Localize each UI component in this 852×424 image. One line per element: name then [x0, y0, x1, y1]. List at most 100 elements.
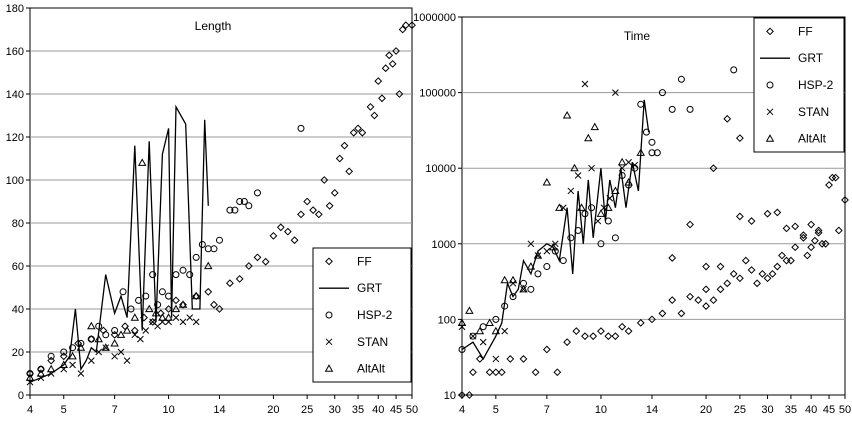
data-point: [492, 355, 500, 363]
data-point: [26, 370, 34, 377]
data-point: [253, 189, 261, 197]
data-point: [68, 351, 77, 360]
data-point: [154, 301, 162, 309]
x-tick-label: 4: [459, 404, 465, 416]
data-point: [653, 149, 661, 157]
data-point: [479, 338, 487, 346]
x-tick-label: 14: [646, 404, 658, 416]
data-point: [74, 339, 83, 348]
data-point: [716, 285, 725, 294]
data-point: [597, 327, 605, 336]
legend-label: HSP-2: [798, 78, 834, 92]
y-tick-label: 100000: [419, 88, 456, 100]
data-point: [618, 322, 627, 331]
data-point: [457, 318, 467, 326]
data-point: [144, 304, 154, 313]
x-tick-label: 7: [112, 404, 118, 416]
legend-box: [753, 17, 845, 153]
data-point: [694, 296, 703, 305]
data-point: [617, 157, 627, 166]
x-tick-label: 35: [352, 404, 364, 416]
data-point: [142, 327, 150, 334]
data-point: [631, 161, 639, 169]
x-tick-label: 40: [372, 404, 384, 416]
x-tick-label: 10: [595, 404, 607, 416]
data-point: [506, 355, 515, 363]
data-point: [192, 318, 200, 326]
data-point: [648, 138, 656, 146]
x-tick-label: 50: [406, 404, 418, 416]
data-point: [584, 133, 593, 142]
data-point: [611, 186, 620, 195]
data-point: [702, 302, 710, 310]
y-tick-label: 120: [6, 132, 24, 144]
data-point: [574, 172, 582, 179]
data-point: [95, 348, 103, 356]
data-point: [668, 254, 677, 262]
data-point: [297, 210, 305, 219]
y-tick-label: 100: [438, 314, 456, 326]
data-point: [137, 335, 144, 343]
data-point: [127, 305, 135, 313]
data-point: [648, 315, 656, 324]
data-point: [102, 331, 110, 339]
data-point: [753, 279, 761, 288]
x-tick-label: 4: [27, 404, 33, 416]
data-point: [381, 64, 390, 73]
plot-frame: [461, 16, 846, 396]
data-point: [392, 47, 400, 55]
data-point: [624, 177, 633, 186]
data-point: [604, 217, 612, 225]
data-point: [612, 89, 619, 96]
data-point: [723, 114, 732, 123]
data-point: [735, 274, 744, 283]
x-tick-label: 14: [213, 404, 225, 416]
data-point: [611, 332, 620, 341]
data-point: [283, 227, 292, 236]
data-point: [782, 224, 791, 233]
data-point: [527, 285, 535, 293]
data-point: [791, 222, 800, 231]
data-point: [625, 158, 632, 166]
data-point: [773, 262, 782, 271]
y-tick-label: 20: [12, 347, 24, 359]
data-point: [491, 326, 501, 335]
data-point: [101, 343, 110, 351]
legend-label: FF: [357, 254, 372, 268]
data-point: [204, 245, 212, 253]
data-point: [87, 335, 95, 343]
data-point: [119, 288, 127, 296]
data-point: [37, 365, 45, 373]
data-point: [677, 309, 686, 318]
y-tick-label: 0: [18, 390, 24, 402]
y-tick-label: 10000: [425, 163, 456, 175]
data-point: [618, 164, 626, 172]
data-point: [345, 167, 354, 176]
legend-label: AltAlt: [798, 132, 827, 146]
data-point: [225, 279, 234, 288]
y-tick-label: 100: [6, 175, 24, 187]
data-point: [59, 360, 69, 368]
data-point: [116, 330, 126, 338]
data-point: [509, 293, 517, 301]
data-point: [559, 257, 567, 265]
data-point: [69, 361, 76, 369]
legend: FF GRT HSP-2 STAN AltAlt: [753, 17, 845, 153]
data-point: [508, 275, 518, 284]
x-tick-label: 25: [301, 404, 313, 416]
data-point: [702, 262, 710, 271]
data-point: [378, 94, 386, 103]
x-tick-label: 35: [785, 404, 797, 416]
data-point: [642, 128, 650, 136]
series-ff: [458, 114, 849, 399]
data-point: [600, 204, 608, 212]
data-point: [240, 198, 248, 205]
data-point: [385, 51, 394, 60]
data-point: [581, 80, 589, 88]
data-point: [485, 318, 494, 326]
data-point: [542, 345, 551, 354]
data-point: [253, 253, 262, 262]
data-point: [77, 339, 85, 347]
data-point: [458, 391, 466, 399]
legend-label: AltAlt: [357, 362, 386, 376]
